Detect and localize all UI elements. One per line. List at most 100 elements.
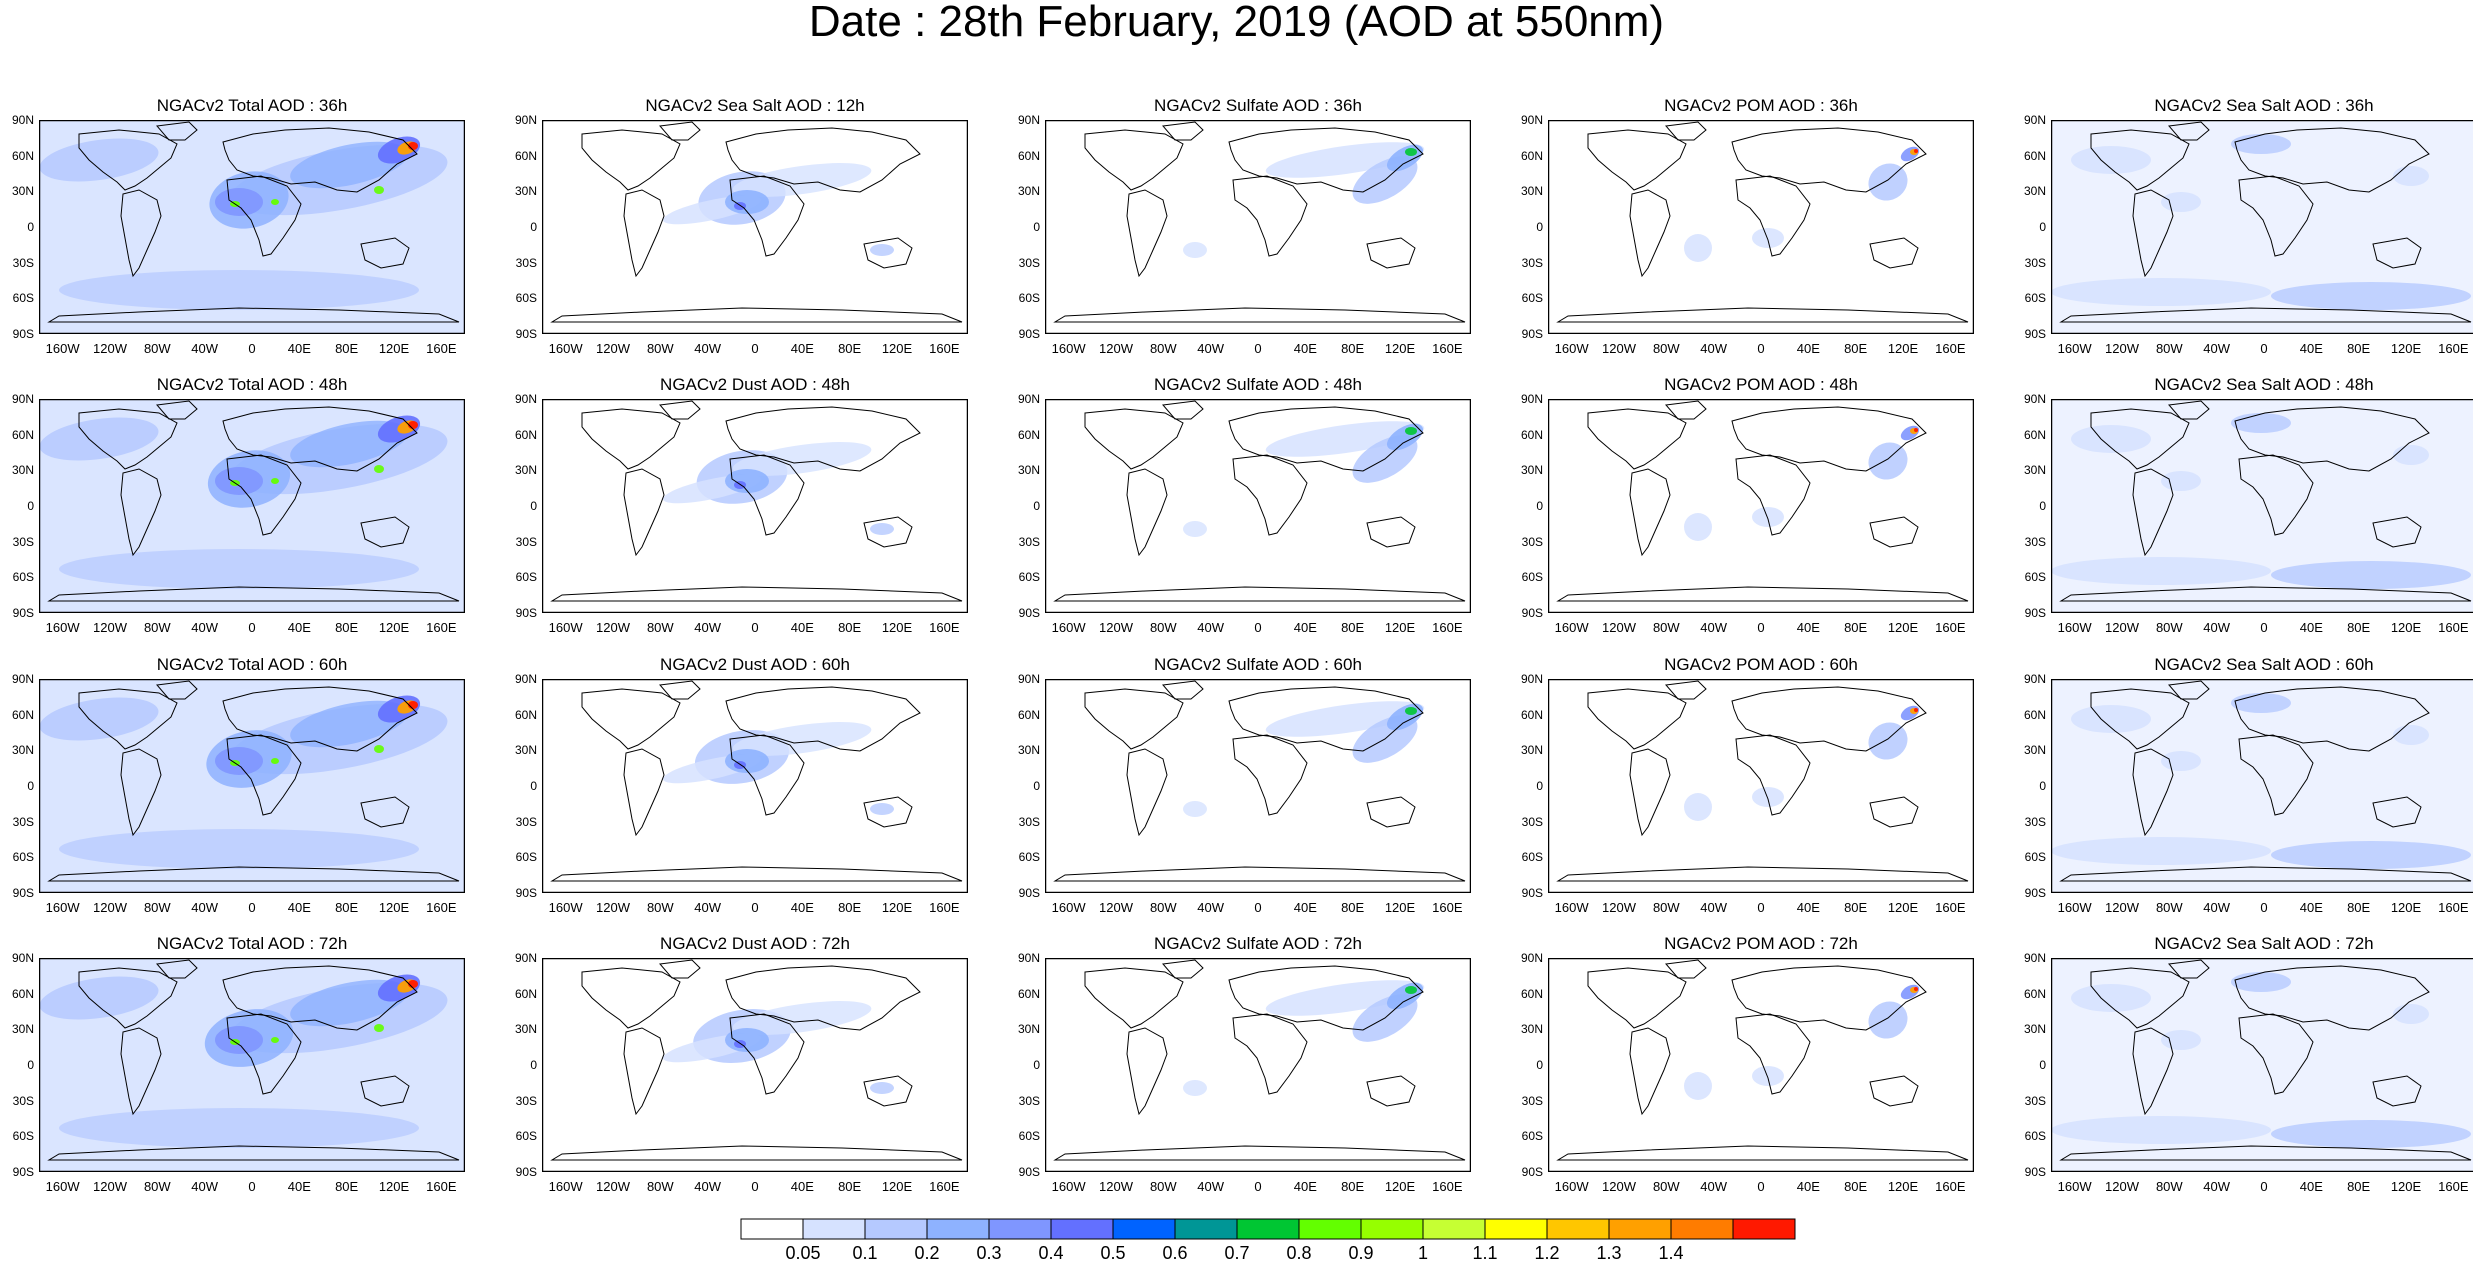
lon-tick-label: 120W [1091, 342, 1141, 355]
lat-tick-label: 90N [2018, 114, 2046, 126]
lon-tick-label: 80W [1138, 342, 1188, 355]
lon-tick-label: 40E [274, 901, 324, 914]
lon-tick-label: 160W [2050, 342, 2100, 355]
lat-tick-label: 60N [509, 988, 537, 1000]
lon-tick-label: 120W [85, 1180, 135, 1193]
lon-tick-label: 120E [1878, 901, 1928, 914]
lon-tick-label: 80E [1328, 1180, 1378, 1193]
lat-tick-label: 0 [2018, 1059, 2046, 1071]
lon-tick-label: 40E [274, 1180, 324, 1193]
lon-tick-label: 120E [369, 342, 419, 355]
lat-tick-label: 90N [509, 952, 537, 964]
panel-title: NGACv2 Total AOD : 72h [39, 934, 465, 954]
lon-tick-label: 0 [1233, 621, 1283, 634]
lon-tick-label: 40E [274, 342, 324, 355]
map-panel-seasalt [2051, 679, 2473, 893]
lon-tick-label: 160W [1547, 1180, 1597, 1193]
lat-tick-label: 0 [509, 780, 537, 792]
aod-map [39, 679, 465, 893]
lon-tick-label: 40W [1689, 1180, 1739, 1193]
lon-tick-label: 80E [2334, 621, 2384, 634]
lon-tick-label: 40W [180, 342, 230, 355]
aod-field [1684, 144, 1922, 262]
colorbar-swatch [1671, 1219, 1733, 1239]
aod-field [2051, 958, 2473, 1172]
lat-tick-label: 60S [6, 1130, 34, 1142]
colorbar-swatch [1485, 1219, 1547, 1239]
colorbar-swatch [989, 1219, 1051, 1239]
lat-tick-label: 0 [6, 500, 34, 512]
lat-tick-label: 60N [1012, 709, 1040, 721]
lon-tick-label: 120E [1878, 342, 1928, 355]
lat-tick-label: 90N [509, 114, 537, 126]
colorbar-tick-label: 1.3 [1589, 1244, 1629, 1262]
lat-tick-label: 60S [1515, 1130, 1543, 1142]
lat-tick-label: 30S [509, 257, 537, 269]
lat-tick-label: 0 [6, 1059, 34, 1071]
map-frame [543, 959, 968, 1172]
lon-tick-label: 120E [2381, 621, 2431, 634]
lon-tick-label: 120E [369, 901, 419, 914]
lat-tick-label: 0 [1012, 780, 1040, 792]
lat-tick-label: 90N [2018, 393, 2046, 405]
lon-tick-label: 120E [1878, 1180, 1928, 1193]
lon-tick-label: 120E [872, 342, 922, 355]
lon-tick-label: 160E [1925, 342, 1975, 355]
lat-tick-label: 90S [1012, 887, 1040, 899]
lon-tick-label: 40E [1280, 621, 1330, 634]
lon-tick-label: 0 [730, 901, 780, 914]
lon-tick-label: 40W [1186, 1180, 1236, 1193]
lon-tick-label: 80W [1138, 901, 1188, 914]
lon-tick-label: 40W [683, 342, 733, 355]
colorbar-swatch [741, 1219, 803, 1239]
colorbar-tick-label: 0.2 [907, 1244, 947, 1262]
lon-tick-label: 160E [1422, 342, 1472, 355]
colorbar-tick-label: 1.1 [1465, 1244, 1505, 1262]
lon-tick-label: 0 [1233, 1180, 1283, 1193]
lon-tick-label: 120E [369, 621, 419, 634]
lat-tick-label: 30S [1012, 536, 1040, 548]
lat-tick-label: 60S [1012, 571, 1040, 583]
lon-tick-label: 0 [1233, 342, 1283, 355]
lon-tick-label: 0 [2239, 901, 2289, 914]
map-panel-total [39, 679, 465, 893]
lon-tick-label: 40W [683, 901, 733, 914]
lon-tick-label: 120E [872, 621, 922, 634]
lat-tick-label: 60S [6, 851, 34, 863]
lat-tick-label: 60S [509, 571, 537, 583]
map-panel-sulfate [1045, 679, 1471, 893]
lat-tick-label: 90S [2018, 1166, 2046, 1178]
lat-tick-label: 30S [509, 816, 537, 828]
lon-tick-label: 120W [1594, 901, 1644, 914]
lon-tick-label: 160W [1044, 901, 1094, 914]
lat-tick-label: 0 [6, 780, 34, 792]
lon-tick-label: 160W [1547, 621, 1597, 634]
lon-tick-label: 40E [777, 342, 827, 355]
lon-tick-label: 160E [2428, 1180, 2473, 1193]
lat-tick-label: 30S [1515, 816, 1543, 828]
lat-tick-label: 60S [1012, 1130, 1040, 1142]
lon-tick-label: 40W [2192, 901, 2242, 914]
lat-tick-label: 90N [2018, 673, 2046, 685]
lat-tick-label: 60S [509, 1130, 537, 1142]
aod-map [1548, 958, 1974, 1172]
lon-tick-label: 80E [2334, 1180, 2384, 1193]
lon-tick-label: 80W [635, 621, 685, 634]
colorbar-tick-label: 0.5 [1093, 1244, 1133, 1262]
lon-tick-label: 120E [1878, 621, 1928, 634]
lat-tick-label: 90S [1012, 1166, 1040, 1178]
aod-field [2051, 399, 2473, 613]
map-panel-dust [542, 679, 968, 893]
lon-tick-label: 80W [635, 1180, 685, 1193]
panel-title: NGACv2 Sea Salt AOD : 72h [2051, 934, 2473, 954]
map-frame [543, 121, 968, 334]
lon-tick-label: 120W [2097, 342, 2147, 355]
lat-tick-label: 60S [1012, 292, 1040, 304]
lon-tick-label: 120W [1091, 1180, 1141, 1193]
colorbar-swatch [927, 1219, 989, 1239]
lon-tick-label: 40W [1689, 342, 1739, 355]
lat-tick-label: 30S [509, 1095, 537, 1107]
panel-title: NGACv2 Sea Salt AOD : 12h [542, 96, 968, 116]
colorbar-swatch [1733, 1219, 1795, 1239]
lat-tick-label: 0 [509, 500, 537, 512]
